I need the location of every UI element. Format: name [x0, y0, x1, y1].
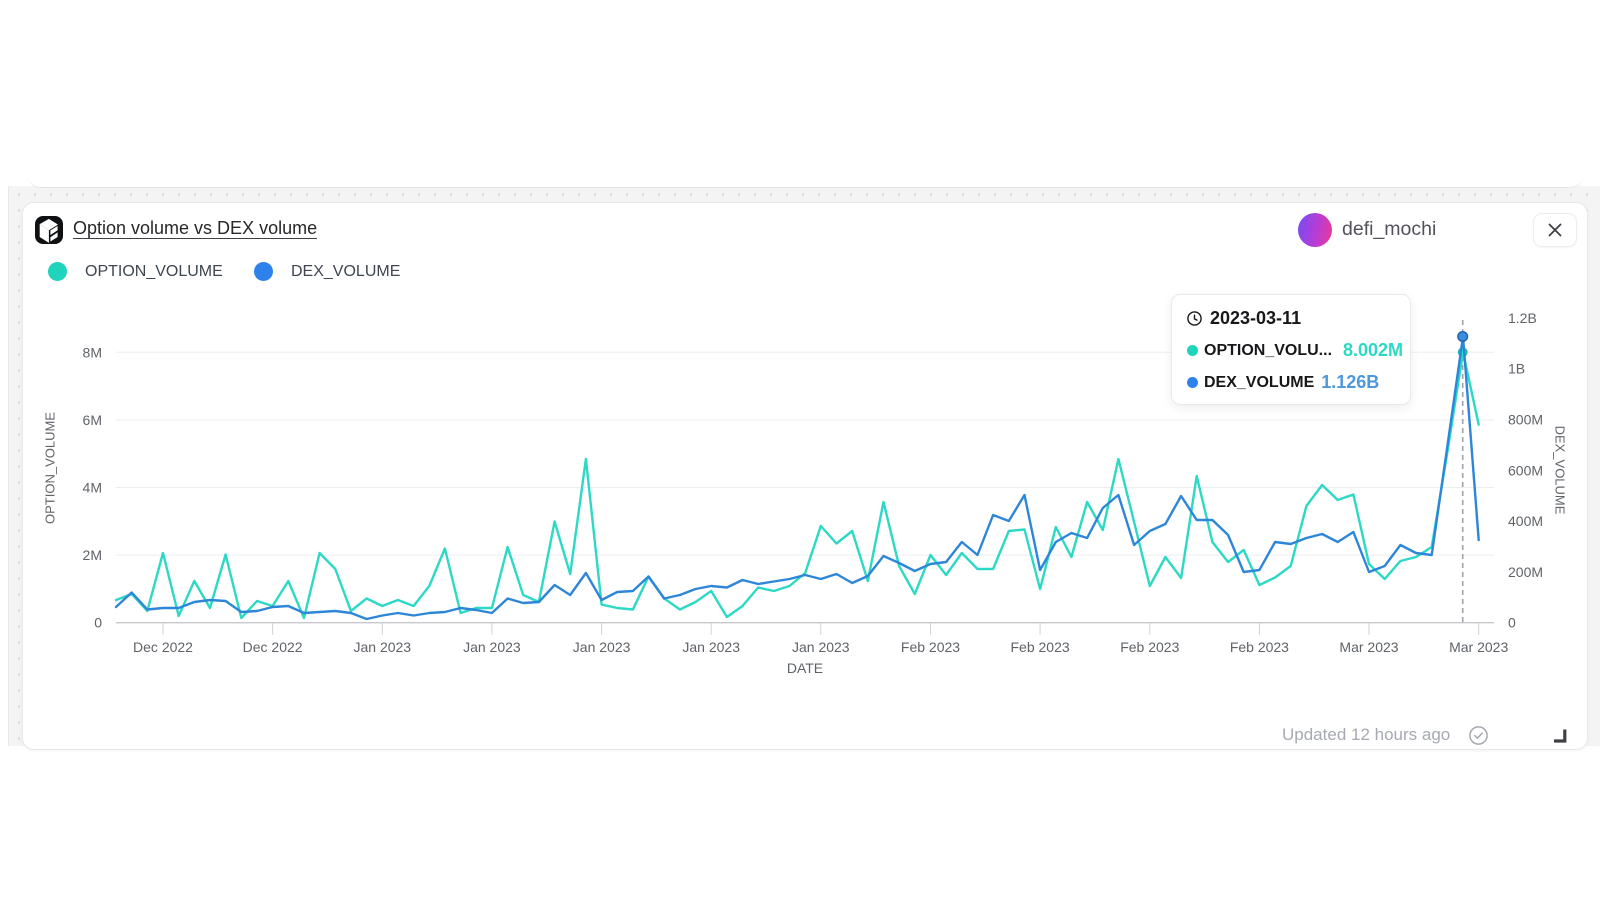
- svg-text:Feb 2023: Feb 2023: [1120, 639, 1179, 655]
- svg-text:Mar 2023: Mar 2023: [1339, 639, 1398, 655]
- svg-text:8M: 8M: [83, 344, 102, 360]
- svg-text:1.2B: 1.2B: [1508, 310, 1537, 326]
- svg-text:0: 0: [1508, 615, 1516, 631]
- svg-text:600M: 600M: [1508, 462, 1543, 478]
- svg-text:Jan 2023: Jan 2023: [353, 639, 411, 655]
- svg-text:Dec 2022: Dec 2022: [133, 639, 193, 655]
- svg-text:200M: 200M: [1508, 564, 1543, 580]
- svg-text:Jan 2023: Jan 2023: [792, 639, 850, 655]
- svg-text:0: 0: [94, 615, 102, 631]
- svg-text:Feb 2023: Feb 2023: [1230, 639, 1289, 655]
- svg-text:6M: 6M: [83, 412, 102, 428]
- svg-text:800M: 800M: [1508, 412, 1543, 428]
- svg-text:4M: 4M: [83, 480, 102, 496]
- svg-text:DATE: DATE: [787, 660, 823, 676]
- svg-text:Feb 2023: Feb 2023: [901, 639, 960, 655]
- svg-text:DEX_VOLUME: DEX_VOLUME: [1553, 426, 1568, 515]
- svg-text:Jan 2023: Jan 2023: [463, 639, 521, 655]
- svg-text:Jan 2023: Jan 2023: [573, 639, 631, 655]
- svg-text:OPTION_VOLUME: OPTION_VOLUME: [43, 412, 58, 524]
- svg-text:Mar 2023: Mar 2023: [1449, 639, 1508, 655]
- svg-text:2M: 2M: [83, 547, 102, 563]
- svg-text:Dec 2022: Dec 2022: [243, 639, 303, 655]
- svg-text:Jan 2023: Jan 2023: [682, 639, 740, 655]
- svg-text:Feb 2023: Feb 2023: [1011, 639, 1070, 655]
- svg-text:400M: 400M: [1508, 513, 1543, 529]
- svg-text:1B: 1B: [1508, 361, 1525, 377]
